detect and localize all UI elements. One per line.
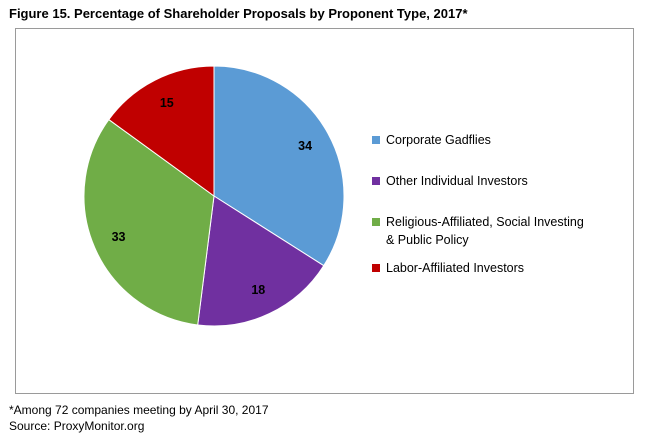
legend-item-other-individual-investors: Other Individual Investors xyxy=(372,172,634,190)
legend-label-corporate-gadflies: Corporate Gadflies xyxy=(386,133,491,147)
legend-swatch-religious-affiliated xyxy=(372,218,380,226)
legend-label-religious-affiliated-line1: Religious-Affiliated, Social Investing xyxy=(386,215,584,229)
footnote-source: Source: ProxyMonitor.org xyxy=(9,419,145,433)
chart-legend: Corporate Gadflies Other Individual Inve… xyxy=(372,131,634,300)
legend-swatch-other-individual-investors xyxy=(372,177,380,185)
pie-slice-corporate-gadflies xyxy=(213,65,345,267)
pie-chart xyxy=(83,65,345,327)
pie-slice-religious-affiliated xyxy=(83,118,215,326)
data-label-other-individual-investors: 18 xyxy=(251,283,266,298)
data-label-labor-affiliated-investors: 15 xyxy=(159,96,174,111)
legend-label-religious-affiliated-line2: & Public Policy xyxy=(386,233,469,247)
footnote: *Among 72 companies meeting by April 30,… xyxy=(9,402,269,434)
pie-slice-other-individual-investors xyxy=(197,195,325,327)
legend-label-labor-affiliated-investors: Labor-Affiliated Investors xyxy=(386,261,525,275)
legend-swatch-corporate-gadflies xyxy=(372,136,380,144)
footnote-note: *Among 72 companies meeting by April 30,… xyxy=(9,403,269,417)
legend-item-religious-affiliated: Religious-Affiliated, Social Investing &… xyxy=(372,213,634,249)
legend-label-other-individual-investors: Other Individual Investors xyxy=(386,174,528,188)
legend-item-corporate-gadflies: Corporate Gadflies xyxy=(372,131,634,149)
pie-slice-labor-affiliated-investors xyxy=(108,65,215,197)
legend-item-labor-affiliated-investors: Labor-Affiliated Investors xyxy=(372,259,634,277)
figure-title: Figure 15. Percentage of Shareholder Pro… xyxy=(9,6,468,21)
data-label-religious-affiliated: 33 xyxy=(111,230,126,245)
legend-swatch-labor-affiliated-investors xyxy=(372,264,380,272)
data-label-corporate-gadflies: 34 xyxy=(298,138,313,153)
chart-area: 34 18 33 15 Corporate Gadflies Other Indivi… xyxy=(15,28,634,394)
